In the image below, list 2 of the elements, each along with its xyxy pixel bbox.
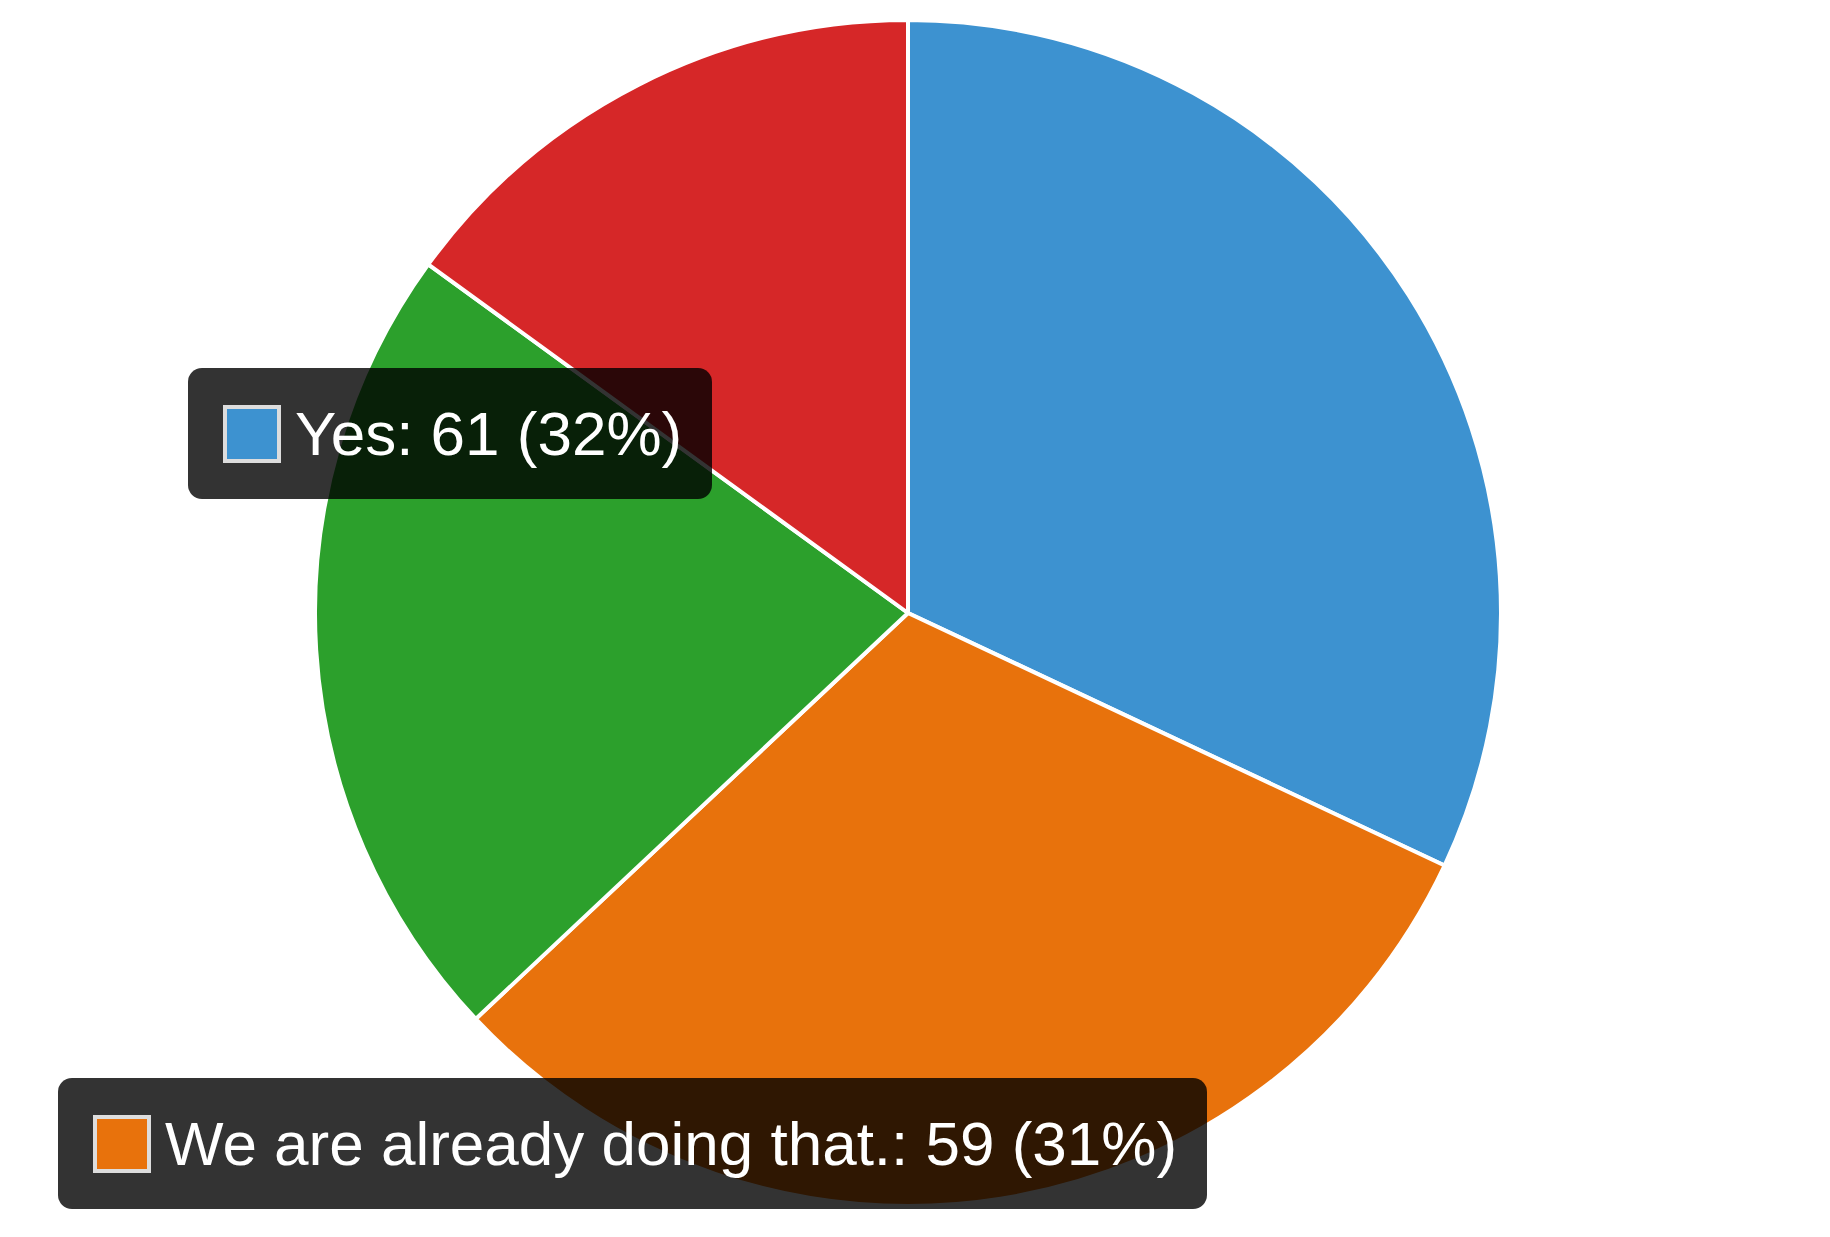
legend-label: We are already doing that.: 59 (31%) [165,1108,1178,1179]
legend-label: Yes: 61 (32%) [295,398,683,469]
